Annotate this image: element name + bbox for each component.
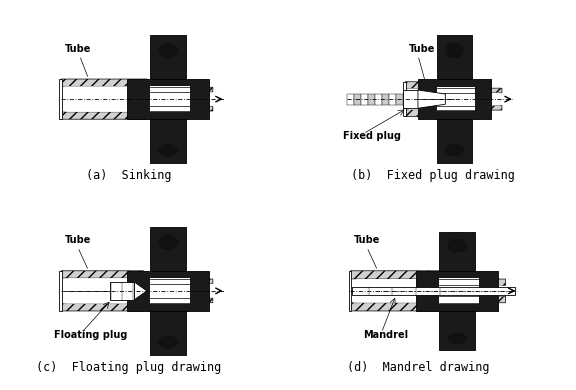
Text: (a)  Sinking: (a) Sinking [86, 170, 172, 183]
Bar [127, 271, 209, 311]
Bar [389, 94, 396, 105]
Bar [348, 271, 351, 311]
Polygon shape [437, 87, 475, 111]
Ellipse shape [445, 144, 464, 157]
Text: Tube: Tube [65, 236, 91, 245]
Bar [59, 271, 62, 311]
Bar [368, 94, 375, 105]
Bar [150, 227, 187, 355]
Bar [403, 90, 418, 108]
Ellipse shape [445, 43, 464, 58]
Text: Tube: Tube [65, 44, 91, 54]
Bar [396, 94, 403, 105]
Bar [416, 271, 498, 311]
Bar [347, 94, 354, 105]
Polygon shape [405, 82, 502, 93]
Polygon shape [418, 90, 445, 108]
Bar [403, 82, 406, 117]
Bar [109, 282, 134, 300]
Polygon shape [350, 271, 506, 285]
Bar [150, 35, 187, 163]
Bar [382, 94, 389, 105]
Bar [361, 94, 368, 105]
Text: Tube: Tube [354, 236, 380, 245]
Bar [375, 94, 382, 105]
Bar [127, 79, 209, 119]
Polygon shape [350, 296, 506, 311]
Polygon shape [405, 89, 502, 110]
Polygon shape [61, 86, 213, 112]
Ellipse shape [158, 144, 178, 157]
Ellipse shape [158, 336, 178, 348]
Polygon shape [405, 106, 502, 117]
Text: (b)  Fixed plug drawing: (b) Fixed plug drawing [351, 170, 514, 183]
Polygon shape [439, 278, 479, 304]
Text: Tube: Tube [409, 44, 435, 54]
Polygon shape [61, 79, 213, 92]
Polygon shape [61, 278, 213, 304]
Polygon shape [350, 279, 506, 303]
Bar [354, 94, 361, 105]
Polygon shape [150, 86, 190, 112]
Bar [418, 79, 491, 119]
Polygon shape [134, 282, 147, 300]
Ellipse shape [447, 239, 467, 253]
Text: Fixed plug: Fixed plug [343, 131, 401, 141]
Text: Floating plug: Floating plug [54, 330, 127, 340]
Polygon shape [61, 298, 213, 311]
Polygon shape [150, 278, 190, 304]
Bar [437, 35, 472, 163]
Bar [439, 232, 475, 350]
Ellipse shape [447, 332, 467, 344]
Bar [352, 287, 515, 295]
Text: (c)  Floating plug drawing: (c) Floating plug drawing [36, 361, 221, 374]
Text: Mandrel: Mandrel [363, 330, 408, 340]
Ellipse shape [158, 43, 178, 58]
Polygon shape [61, 271, 213, 284]
Polygon shape [61, 106, 213, 119]
Ellipse shape [158, 235, 178, 250]
Bar [59, 79, 62, 119]
Text: (d)  Mandrel drawing: (d) Mandrel drawing [347, 361, 489, 374]
